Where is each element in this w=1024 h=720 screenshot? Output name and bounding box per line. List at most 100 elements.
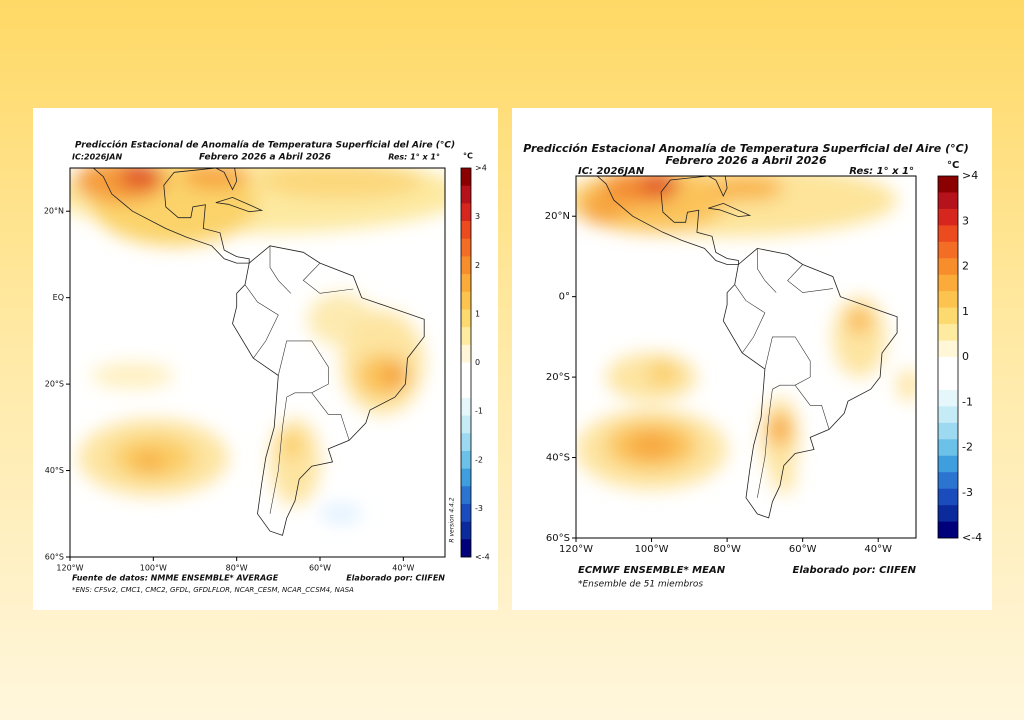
colorbar-band — [938, 225, 958, 243]
forecast-period: Febrero 2026 a Abril 2026 — [199, 153, 331, 163]
lat-label: EQ — [53, 293, 64, 302]
anomaly-area — [132, 451, 166, 473]
colorbar-label: 2 — [962, 260, 969, 273]
country-border — [734, 284, 766, 354]
lon-label: 80°W — [713, 544, 741, 555]
lat-label: 20°S — [45, 380, 64, 389]
colorbar-band — [938, 176, 958, 193]
lon-label: 100°W — [140, 564, 167, 573]
anomaly-area — [320, 505, 362, 523]
colorbar-band — [938, 488, 958, 506]
colorbar-band — [938, 307, 958, 325]
lon-label: 60°W — [309, 564, 331, 573]
lat-label: 40°S — [546, 453, 570, 464]
colorbar-band — [938, 389, 958, 407]
country-border — [302, 262, 354, 294]
anomaly-area — [120, 168, 162, 190]
initial-condition: IC: 2026JAN — [578, 166, 645, 177]
colorbar-label: >4 — [475, 164, 487, 173]
colorbar-unit: °C — [463, 152, 473, 161]
colorbar-band — [461, 344, 471, 363]
lat-label: 60°S — [546, 533, 570, 544]
colorbar-band — [938, 357, 958, 374]
anomaly-area — [579, 192, 626, 225]
initial-condition: IC:2026JAN — [72, 153, 122, 162]
colorbar-band — [461, 397, 471, 416]
lat-label: 0° — [559, 292, 570, 303]
colorbar-band — [938, 505, 958, 522]
anomaly-area — [848, 308, 871, 333]
colorbar-band — [461, 415, 471, 434]
lat-label: 20°S — [546, 372, 570, 383]
colorbar-label: -1 — [962, 395, 973, 408]
colorbar-band — [938, 340, 958, 358]
colorbar-unit: °C — [947, 160, 959, 171]
anomaly-field — [576, 176, 916, 494]
colorbar-band — [938, 455, 958, 473]
credit: Elaborado por: CIIFEN — [346, 574, 445, 583]
coastline — [596, 176, 739, 265]
resolution: Res: 1° x 1° — [849, 166, 914, 177]
colorbar-band — [938, 208, 958, 226]
lon-label: 40°W — [392, 564, 414, 573]
country-border — [269, 397, 287, 514]
anomaly-area — [897, 369, 916, 402]
anomaly-area — [768, 413, 792, 446]
colorbar-band — [461, 362, 471, 381]
colorbar-band — [461, 450, 471, 469]
colorbar-band — [461, 256, 471, 275]
anomaly-area — [90, 362, 175, 389]
colorbar-band — [461, 433, 471, 452]
map-title: Predicción Estacional de Anomalía de Tem… — [75, 140, 455, 151]
lon-label: 60°W — [789, 544, 817, 555]
country-border — [794, 385, 830, 430]
map-title: Predicción Estacional Anomalía de Temper… — [523, 142, 968, 155]
anomaly-area — [257, 168, 425, 199]
country-border — [757, 389, 773, 498]
colorbar-band — [461, 238, 471, 257]
colorbar-band — [461, 521, 471, 540]
anomaly-area — [647, 361, 679, 386]
colorbar-label: 1 — [962, 305, 969, 318]
colorbar-band — [461, 203, 471, 222]
colorbar-band — [461, 291, 471, 310]
colorbar-band — [938, 521, 958, 539]
colorbar-band — [461, 380, 471, 399]
colorbar-band — [461, 168, 471, 186]
coastline — [722, 247, 898, 519]
colorbar-band — [461, 486, 471, 505]
footnote: *Ensemble de 51 miembros — [578, 580, 703, 590]
footnote: *ENS: CFSv2, CMC1, CMC2, GFDL, GFDLFLOR,… — [72, 586, 354, 594]
colorbar-label: 0 — [962, 350, 969, 363]
country-border — [278, 340, 329, 398]
colorbar-band — [938, 291, 958, 308]
colorbar-label: -2 — [962, 441, 973, 454]
forecast-period: Febrero 2026 a Abril 2026 — [665, 154, 827, 167]
anomaly-area — [628, 433, 675, 458]
anomaly-area — [832, 296, 886, 378]
colorbar-band — [461, 539, 471, 558]
lat-label: 20°N — [545, 211, 570, 222]
coastline — [215, 196, 264, 213]
country-border — [311, 392, 350, 441]
credit: Elaborado por: CIIFEN — [793, 565, 917, 576]
resolution: Res: 1° x 1° — [388, 153, 440, 162]
colorbar-label: 2 — [475, 261, 480, 270]
map-area — [70, 168, 445, 557]
colorbar-band — [938, 472, 958, 489]
colorbar-band — [461, 327, 471, 346]
anomaly-area — [382, 362, 408, 389]
lon-label: 80°W — [226, 564, 248, 573]
colorbar-band — [938, 439, 958, 457]
colorbar-band — [461, 468, 471, 487]
colorbar-label: >4 — [962, 169, 978, 182]
colorbar-band — [461, 309, 471, 328]
colorbar-band — [461, 185, 471, 204]
colorbar-band — [461, 274, 471, 293]
colorbar-band — [938, 258, 958, 276]
anomaly-area — [270, 418, 320, 506]
anomaly-area — [708, 176, 784, 201]
colorbar-label: 3 — [475, 212, 480, 221]
